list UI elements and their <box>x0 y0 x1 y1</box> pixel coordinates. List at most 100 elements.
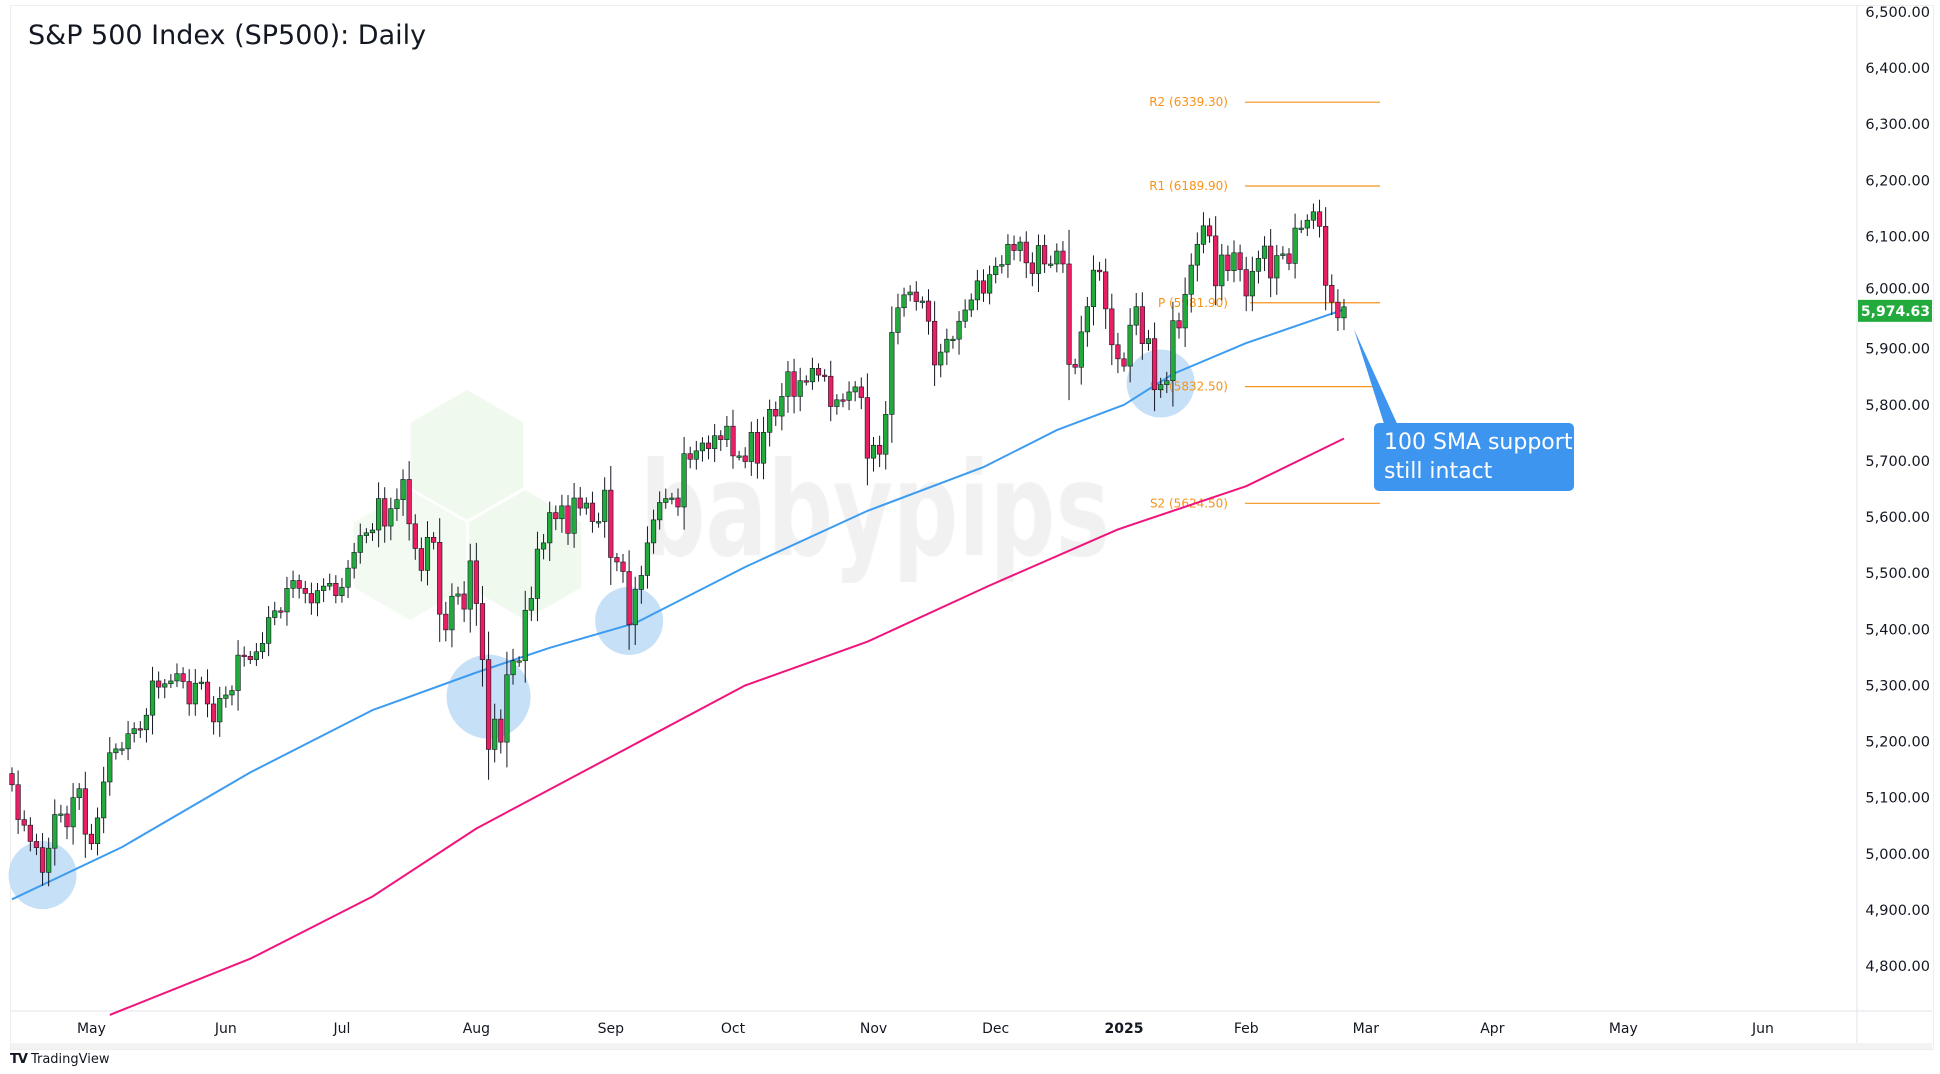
candle-body <box>1084 306 1090 333</box>
candle-body <box>382 498 388 527</box>
candle-body <box>284 588 290 613</box>
time-tick-label: Sep <box>598 1021 625 1037</box>
candle-body <box>76 788 82 798</box>
candle-body <box>259 643 266 653</box>
candle-body <box>272 610 278 618</box>
candle-body <box>999 264 1005 267</box>
price-tick-label: 5,400.00 <box>1865 622 1930 638</box>
candle-body <box>394 499 400 509</box>
candle-body <box>1170 320 1176 382</box>
candle-body <box>296 580 302 589</box>
candle-body <box>9 773 15 786</box>
candle-body <box>1121 358 1127 367</box>
candle-body <box>840 399 846 402</box>
candle-body <box>94 817 101 844</box>
candle-body <box>119 748 125 751</box>
price-tick-label: 5,200.00 <box>1865 735 1930 751</box>
candle-body <box>657 502 663 521</box>
candle-body <box>327 583 333 587</box>
candle-body <box>785 371 791 397</box>
candle-body <box>1072 364 1078 368</box>
candle-body <box>699 442 706 452</box>
candle-body <box>956 320 962 340</box>
candle-body <box>1206 225 1213 237</box>
candle-body <box>290 580 296 589</box>
candle-body <box>681 453 687 508</box>
pivot-label: S2 (5624.50) <box>1150 496 1228 510</box>
candle-body <box>1145 338 1152 344</box>
last-price-badge <box>1858 299 1932 322</box>
price-tick-label: 5,000.00 <box>1865 847 1930 863</box>
candle-body <box>375 498 382 531</box>
candle-body <box>644 542 651 576</box>
price-tick-label: 6,400.00 <box>1865 61 1930 77</box>
candle-body <box>602 489 608 522</box>
candle-body <box>1151 338 1158 390</box>
candle-body <box>278 610 284 613</box>
candle-body <box>333 583 339 596</box>
candle-body <box>1164 380 1170 385</box>
time-tick-label: Feb <box>1234 1021 1259 1037</box>
candle-body <box>461 593 467 610</box>
chart-bottom-bar <box>11 1043 1932 1049</box>
time-tick-label: Nov <box>860 1021 887 1037</box>
candle-body <box>834 399 840 407</box>
candle-body <box>1158 384 1164 390</box>
candle-body <box>492 718 498 750</box>
candle-body <box>797 380 803 397</box>
candle-body <box>1005 244 1011 265</box>
candle-body <box>1029 262 1035 274</box>
tradingview-logo-icon: TV <box>10 1052 28 1067</box>
candle-body <box>559 505 565 520</box>
candle-body <box>308 593 314 604</box>
candle-body <box>1261 245 1268 259</box>
candle-body <box>993 265 999 275</box>
candle-body <box>388 508 394 527</box>
candle-body <box>913 291 919 302</box>
candle-body <box>1096 269 1103 273</box>
candle-body <box>773 409 779 417</box>
candle-body <box>626 571 632 626</box>
candle-body <box>901 294 907 309</box>
candle-body <box>27 824 33 842</box>
brand-label: TradingView <box>30 1052 110 1067</box>
candle-body <box>1231 252 1237 272</box>
candle-body <box>1213 235 1219 287</box>
candle-body <box>950 338 956 341</box>
candle-body <box>742 455 748 462</box>
time-tick-label: Oct <box>721 1021 746 1037</box>
candle-body <box>467 560 473 610</box>
candle-body <box>229 690 235 696</box>
candle-body <box>217 698 223 723</box>
candle-body <box>822 374 828 377</box>
candle-body <box>1060 250 1066 265</box>
candle-body <box>58 813 64 816</box>
candle-body <box>974 280 980 301</box>
price-tick-label: 5,300.00 <box>1865 678 1930 694</box>
price-tick-label: 6,000.00 <box>1865 282 1930 298</box>
candle-body <box>345 567 351 588</box>
candle-body <box>1109 308 1115 346</box>
price-tick-label: 5,100.00 <box>1865 791 1930 807</box>
candle-body <box>351 552 357 569</box>
price-tick-label: 5,800.00 <box>1865 398 1930 414</box>
candle-body <box>1280 253 1286 256</box>
candle-body <box>473 560 479 604</box>
candle-body <box>730 425 736 457</box>
candle-body <box>516 660 522 663</box>
candle-body <box>1048 263 1054 266</box>
candle-body <box>314 590 321 604</box>
candle-body <box>1176 320 1182 329</box>
candle-body <box>64 813 70 828</box>
candle-body <box>149 680 156 716</box>
tradingview-brand[interactable]: TV TradingView <box>10 1052 109 1067</box>
callout-box <box>1374 423 1574 491</box>
time-tick-label: Jul <box>332 1021 350 1037</box>
candle-body <box>406 479 412 525</box>
candle-body <box>107 752 113 783</box>
sma200-line <box>109 437 1345 1016</box>
candle-body <box>443 613 449 631</box>
candle-body <box>198 681 205 684</box>
candle-body <box>369 529 376 534</box>
